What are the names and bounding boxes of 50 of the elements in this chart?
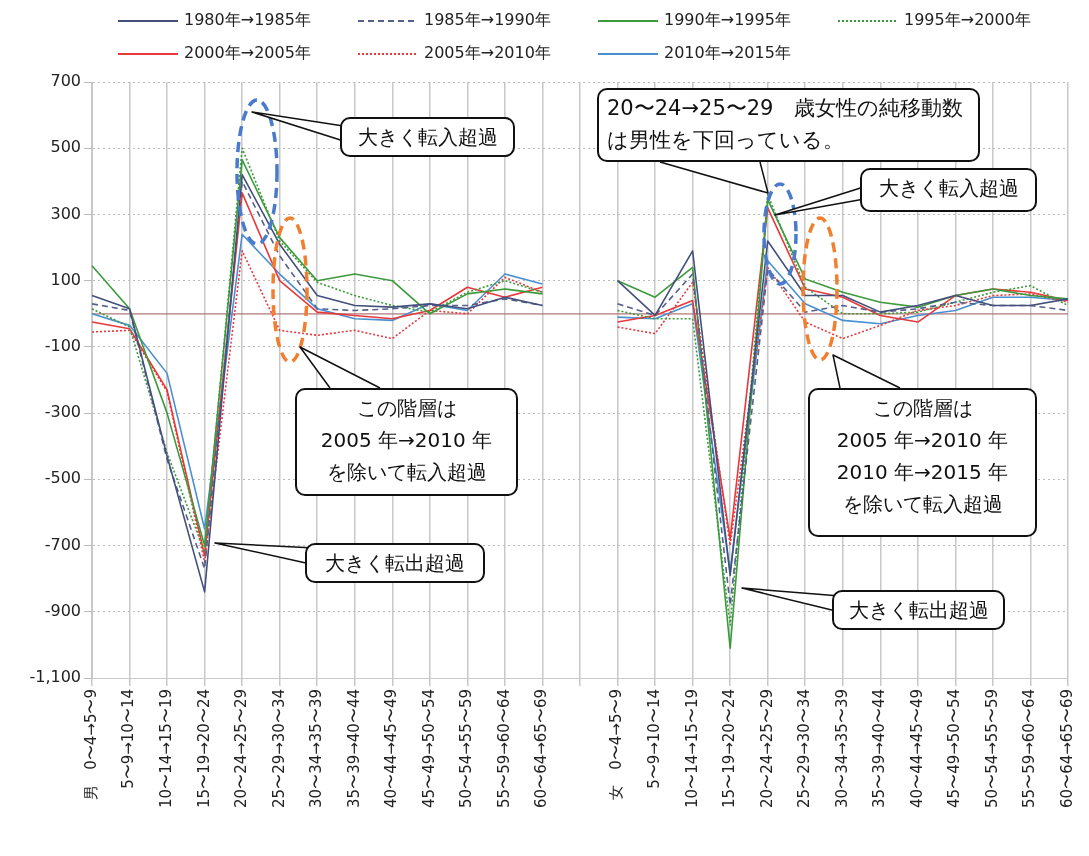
y-tick-label: 500 (50, 137, 81, 157)
x-tick-label: 5〜9→10〜14 (644, 689, 663, 789)
x-tick-label: 35〜39→40〜44 (344, 689, 363, 808)
x-tick-label: 15〜19→20〜24 (194, 689, 213, 808)
y-tick-label: -700 (44, 534, 81, 554)
x-tick-label: 25〜29→30〜34 (795, 689, 814, 808)
x-tick-label: 45〜49→50〜54 (945, 689, 964, 808)
legend-label: 1985年→1990年 (424, 10, 551, 31)
x-tick-label: 50〜54→55〜59 (457, 689, 476, 808)
y-tick-label: 700 (50, 71, 81, 91)
y-tick-label: 300 (50, 203, 81, 223)
x-tick-label: 男 0〜4→5〜9 (81, 689, 100, 800)
y-tick-label: -300 (44, 402, 81, 422)
y-tick-label: -1,100 (29, 667, 81, 687)
legend-label: 2005年→2010年 (424, 43, 551, 64)
x-tick-label: 30〜34→35〜39 (832, 689, 851, 808)
x-tick-label: 60〜64→65〜69 (532, 689, 551, 808)
annotation: この階層は2005 年→2010 年 2010 年→2015 年を除いて転入超過 (808, 388, 1037, 537)
annotation: 大きく転入超過 (340, 117, 515, 157)
legend-label: 1980年→1985年 (184, 10, 311, 31)
x-tick-label: 10〜14→15〜19 (156, 689, 175, 808)
x-tick-label: 50〜54→55〜59 (982, 689, 1001, 808)
x-tick-label: 10〜14→15〜19 (682, 689, 701, 808)
x-tick-label: 55〜59→60〜64 (1020, 689, 1039, 808)
x-tick-label: 5〜9→10〜14 (119, 689, 138, 789)
x-tick-label: 15〜19→20〜24 (720, 689, 739, 808)
x-tick-label: 60〜64→65〜69 (1057, 689, 1076, 808)
y-tick-label: -500 (44, 468, 81, 488)
x-tick-label: 40〜44→45〜49 (382, 689, 401, 808)
legend-label: 2010年→2015年 (664, 43, 791, 64)
y-tick-label: 100 (50, 269, 81, 289)
x-tick-label: 女 0〜4→5〜9 (607, 689, 626, 800)
x-tick-label: 30〜34→35〜39 (307, 689, 326, 808)
legend-label: 1995年→2000年 (904, 10, 1031, 31)
x-tick-label: 20〜24→25〜29 (757, 689, 776, 808)
annotation: 大きく転出超過 (832, 590, 1005, 630)
y-tick-label: -100 (44, 336, 81, 356)
legend-label: 2000年→2005年 (184, 43, 311, 64)
y-tick-label: -900 (44, 600, 81, 620)
x-tick-label: 35〜39→40〜44 (870, 689, 889, 808)
x-tick-label: 45〜49→50〜54 (419, 689, 438, 808)
annotation: 大きく転出超過 (305, 543, 485, 583)
x-tick-label: 20〜24→25〜29 (232, 689, 251, 808)
annotation: 大きく転入超過 (860, 168, 1037, 212)
legend-label: 1990年→1995年 (664, 10, 791, 31)
x-tick-label: 40〜44→45〜49 (907, 689, 926, 808)
x-tick-label: 55〜59→60〜64 (494, 689, 513, 808)
x-tick-label: 25〜29→30〜34 (269, 689, 288, 808)
annotation: この階層は2005 年→2010 年を除いて転入超過 (295, 388, 518, 496)
annotation: 20〜24→25〜29 歳女性の純移動数は男性を下回っている。 (597, 88, 980, 162)
